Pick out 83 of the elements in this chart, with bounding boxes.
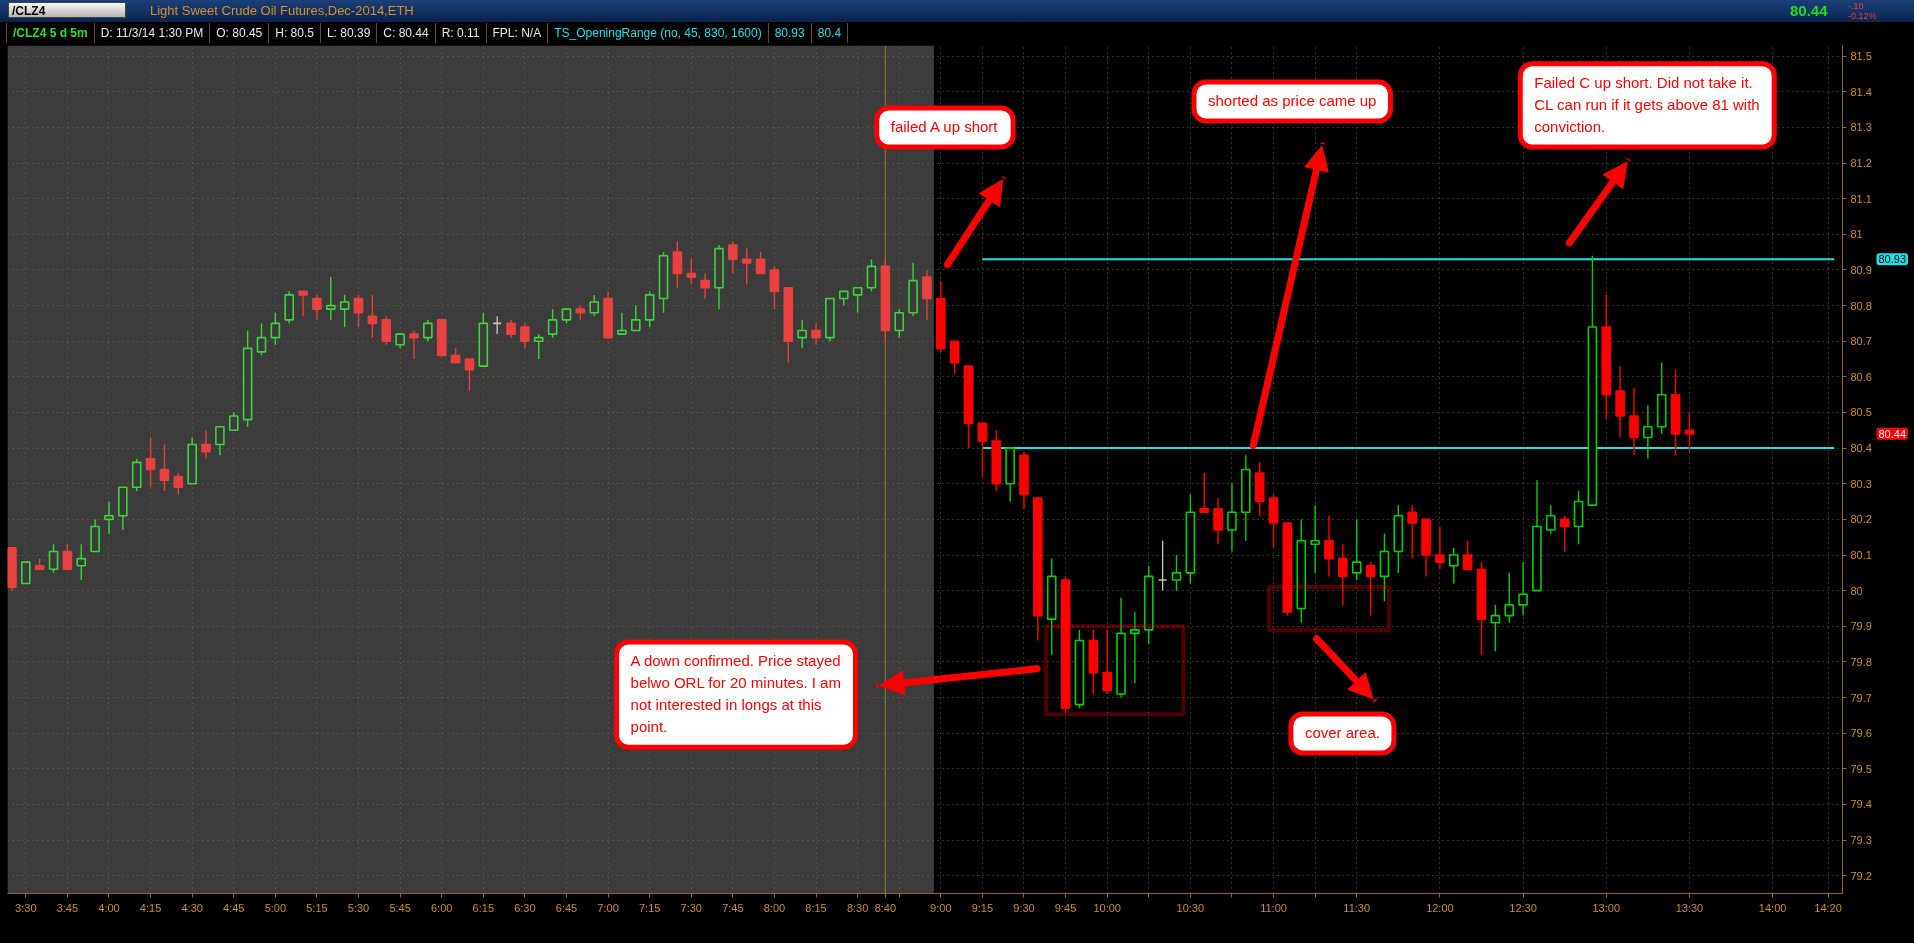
text: O: 80.45 <box>210 23 270 43</box>
text: L: 80.39 <box>320 23 378 43</box>
x-tick-label: 6:00 <box>431 901 453 914</box>
text: 80.4 <box>811 23 849 43</box>
x-tick-label: 8:40 <box>874 901 897 914</box>
x-tick-label: 3:45 <box>56 901 79 914</box>
x-tick-label: 4:00 <box>98 901 120 914</box>
y-tick-label: 80.5 <box>1850 406 1872 419</box>
text: 80.93 <box>768 23 812 43</box>
text: 80.44 <box>1878 427 1907 440</box>
y-tick-label: 81.2 <box>1850 157 1872 170</box>
x-tick-label: 8:00 <box>763 901 786 914</box>
x-tick-label: 5:30 <box>347 901 370 914</box>
x-tick-label: 10:00 <box>1093 901 1121 914</box>
x-tick-label: 5:45 <box>389 901 411 914</box>
text: -0.12% <box>1848 11 1877 21</box>
text: 80.93 <box>1878 253 1907 266</box>
chart-title: /CLZ4 <box>8 2 126 18</box>
annotation: cover area. <box>1304 723 1380 741</box>
x-tick-label: 9:45 <box>1054 901 1077 914</box>
x-tick-label: 10:30 <box>1176 901 1205 914</box>
x-tick-label: 9:15 <box>971 901 994 914</box>
x-tick-label: 14:20 <box>1814 901 1842 914</box>
x-tick-label: 7:15 <box>638 901 661 914</box>
y-tick-label: 80.1 <box>1850 549 1872 562</box>
x-tick-label: 14:00 <box>1758 901 1787 914</box>
y-tick-label: 80.7 <box>1850 335 1872 348</box>
annotation: shorted as price came up <box>1208 92 1377 110</box>
x-tick-label: 11:30 <box>1343 901 1371 914</box>
text: FPL: N/A <box>486 23 549 43</box>
x-tick-label: 6:30 <box>514 901 536 914</box>
y-tick-label: 80.9 <box>1850 263 1872 276</box>
x-tick-label: 8:15 <box>805 901 827 914</box>
y-tick-label: 81.3 <box>1850 121 1872 134</box>
x-tick-label: 9:30 <box>1013 901 1035 914</box>
y-tick-label: 79.8 <box>1850 655 1872 668</box>
x-tick-label: 13:00 <box>1592 901 1621 914</box>
y-tick-label: 79.4 <box>1850 798 1872 811</box>
y-tick-label: 79.5 <box>1850 762 1872 775</box>
annotation: failed A up short <box>890 118 999 136</box>
x-tick-label: 12:30 <box>1509 901 1537 914</box>
y-tick-label: 79.7 <box>1850 691 1872 704</box>
x-tick-label: 5:00 <box>264 901 287 914</box>
y-tick-label: 79.3 <box>1850 834 1872 847</box>
y-tick-label: 79.6 <box>1850 727 1872 740</box>
y-tick-label: 81.4 <box>1850 85 1872 98</box>
x-tick-label: 4:45 <box>223 901 245 914</box>
y-tick-label: 80.6 <box>1850 370 1872 383</box>
text: -.10 <box>1848 1 1864 11</box>
x-tick-label: 6:15 <box>472 901 495 914</box>
y-tick-label: 81 <box>1850 228 1863 241</box>
x-tick-label: 12:00 <box>1426 901 1454 914</box>
x-tick-label: 9:00 <box>930 901 952 914</box>
x-tick-label: 7:00 <box>597 901 619 914</box>
x-tick-label: 4:15 <box>139 901 162 914</box>
text: R: 0.11 <box>435 23 487 43</box>
y-tick-label: 80 <box>1850 584 1863 597</box>
chart-subtitle: Light Sweet Crude Oil Futures,Dec-2014,ETH <box>150 3 414 19</box>
y-tick-label: 79.2 <box>1850 869 1872 882</box>
y-tick-label: 81.5 <box>1850 50 1872 63</box>
text: D: 11/3/14 1:30 PM <box>94 23 211 43</box>
y-tick-label: 80.8 <box>1850 299 1872 312</box>
x-tick-label: 5:15 <box>306 901 328 914</box>
x-tick-label: 8:30 <box>846 901 869 914</box>
text: 80.44 <box>1790 2 1828 20</box>
x-tick-label: 6:45 <box>555 901 578 914</box>
y-tick-label: 80.2 <box>1850 513 1872 526</box>
text: /CLZ4 5 d 5m <box>7 23 95 43</box>
y-tick-label: 79.9 <box>1850 620 1872 633</box>
x-tick-label: 11:00 <box>1260 901 1287 914</box>
annotation: A down confirmed. Price stayed belwo ORL for 20 minutes. I am not interested in longs at this point. <box>630 651 841 736</box>
y-tick-label: 80.4 <box>1850 442 1872 455</box>
x-tick-label: 3:30 <box>15 901 37 914</box>
y-tick-label: 80.3 <box>1850 477 1872 490</box>
x-tick-label: 13:30 <box>1675 901 1704 914</box>
x-tick-label: 7:30 <box>680 901 702 914</box>
text: C: 80.44 <box>377 23 436 43</box>
x-tick-label: 7:45 <box>722 901 744 914</box>
annotation: Failed C up short. Did not take it. CL can run if it gets above 81 with conviction. <box>1534 73 1760 136</box>
x-tick-label: 4:30 <box>181 901 203 914</box>
text: H: 80.5 <box>269 23 321 43</box>
text: TS_OpeningRange (no, 45, 830, 1600) <box>548 23 769 43</box>
y-tick-label: 81.1 <box>1850 192 1872 205</box>
